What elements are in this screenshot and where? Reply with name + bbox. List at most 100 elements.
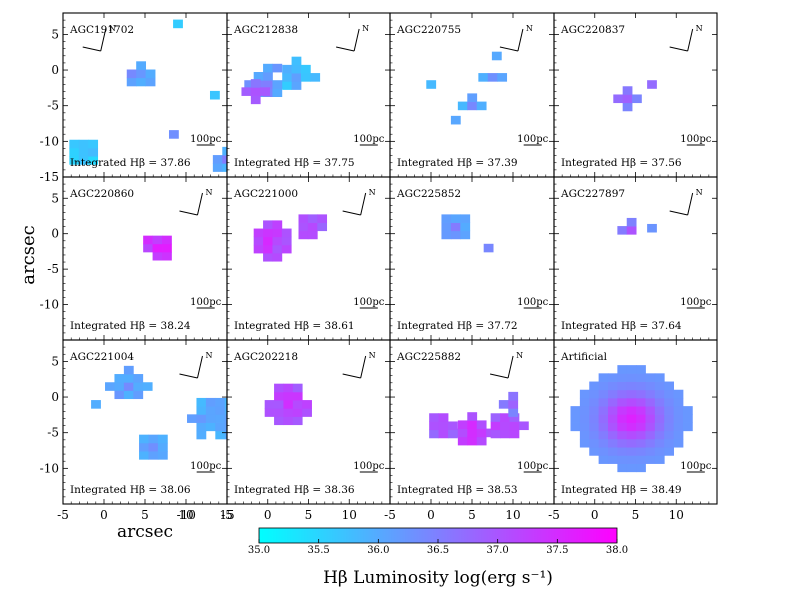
emission-pixel [617,414,628,423]
emission-pixel [173,19,183,29]
emission-pixel [307,222,318,232]
panel-title: Artificial [560,351,608,363]
scale-bar-label: 100pc [353,461,384,472]
emission-map [570,365,693,473]
compass-north-label: N [109,24,116,33]
emission-pixel [283,408,294,417]
emission-pixel [281,244,292,254]
emission-pixel [253,228,264,238]
emission-pixel [282,73,292,82]
emission-pixel [283,383,294,393]
compass-north-arm [687,192,694,216]
panel-ticks [62,177,228,341]
emission-pixel [626,365,637,374]
integrated-label: Integrated Hβ = 38.24 [70,320,191,332]
y-tick-label: 5 [51,27,59,41]
emission-pixel [617,365,628,374]
panel-agc220837: AGC220837 Integrated Hβ = 37.56 100pc N [553,12,718,178]
emission-pixel [664,422,675,432]
emission-pixel [483,243,494,253]
emission-pixel [647,223,657,233]
emission-pixel [263,220,273,229]
emission-pixel [654,455,665,464]
emission-pixel [215,406,226,415]
emission-pixel [283,416,294,426]
emission-pixel [136,77,147,87]
x-tick-label: 10 [505,508,520,522]
emission-pixel [450,230,461,240]
emission-pixel [298,222,309,232]
emission-pixel [636,381,646,391]
emission-pixel [142,382,153,391]
compass-north-arm [100,28,107,52]
panel-frame [62,176,228,341]
emission-pixel [664,381,675,391]
y-tick-label: -5 [47,262,59,276]
x-tick-label: 0 [591,508,599,522]
emission-pixel [300,73,311,82]
emission-pixel [626,217,637,227]
emission-pixel [632,94,642,104]
emission-pixel [196,422,207,432]
colorbar-tick-label: 38.0 [606,545,628,556]
emission-pixel [589,430,600,440]
compass-east-arm [669,210,688,216]
emission-pixel [139,434,149,444]
emission-pixel [152,251,163,261]
emission-pixel [292,400,303,409]
emission-pixel [617,397,628,407]
emission-pixel [222,163,227,172]
emission-pixel [636,463,646,473]
emission-pixel [457,428,468,438]
y-tick-label: 0 [51,227,59,241]
emission-map [613,80,657,112]
emission-pixel [636,455,646,464]
emission-pixel [136,61,147,70]
emission-pixel [654,430,665,440]
emission-pixel [187,414,197,423]
emission-pixel [148,434,159,444]
emission-pixel [123,374,134,383]
emission-pixel [467,101,478,111]
emission-pixel [598,389,609,399]
panel-title: AGC220837 [560,24,625,36]
emission-pixel [114,374,125,383]
emission-pixel [205,397,216,407]
y-tick-label: -10 [40,298,59,312]
emission-pixel [654,406,665,415]
integrated-label: Integrated Hβ = 37.72 [397,320,518,332]
emission-pixel [460,230,471,240]
emission-pixel [148,451,159,460]
integrated-label: Integrated Hβ = 38.61 [234,320,355,332]
compass-north-label: N [362,24,369,33]
integrated-label: Integrated Hβ = 37.86 [70,157,191,169]
emission-pixel [441,222,452,232]
emission-pixel [291,64,302,74]
emission-pixel [253,244,264,254]
emission-pixel [69,156,80,165]
emission-pixel [272,228,283,238]
emission-pixel [617,226,628,235]
emission-pixel [263,244,273,254]
emission-pixel [274,391,284,401]
emission-pixel [626,414,637,423]
emission-pixel [589,447,600,456]
x-tick-label: 10 [178,508,193,522]
emission-pixel [441,230,452,240]
panel-title: AGC221004 [69,351,134,363]
emission-pixel [607,381,618,391]
emission-pixel [78,139,89,149]
emission-pixel [476,428,487,438]
emission-pixel [467,428,478,438]
emission-pixel [457,101,468,111]
emission-pixel [123,382,134,391]
compass-north-arm [517,28,524,52]
panel-agc221004: AGC221004 Integrated Hβ = 38.06 100pc N [62,339,228,505]
scale-bar-label: 100pc [190,297,221,308]
emission-pixel [518,421,529,431]
emission-pixel [292,391,303,401]
x-tick-label: 5 [468,508,476,522]
y-tick-label: -10 [40,134,59,148]
emission-pixel [579,397,590,407]
emission-pixel [205,414,216,423]
